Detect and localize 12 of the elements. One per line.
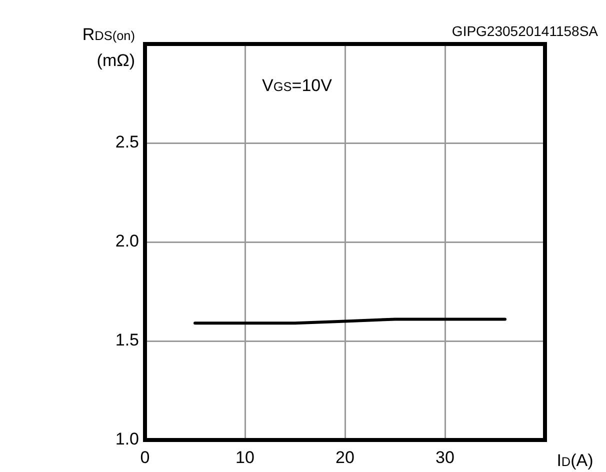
x-tick-label: 30	[436, 448, 454, 467]
y-tick-label: 2.0	[115, 232, 139, 251]
text: GIPG230520141158SA	[452, 23, 599, 39]
y-tick-label: 1.0	[115, 430, 139, 449]
x-tick-label: 10	[236, 448, 254, 467]
y-tick-label: 1.5	[115, 330, 139, 350]
y-axis-title: RDS(on) (mΩ)	[82, 25, 136, 70]
x-tick-label: 0	[140, 448, 150, 467]
annotation: VGS=10V	[262, 76, 333, 95]
x-axis-title: ID(A)	[556, 451, 594, 470]
y-tick-label: 2.5	[115, 132, 139, 152]
x-tick-label: 20	[336, 448, 354, 467]
